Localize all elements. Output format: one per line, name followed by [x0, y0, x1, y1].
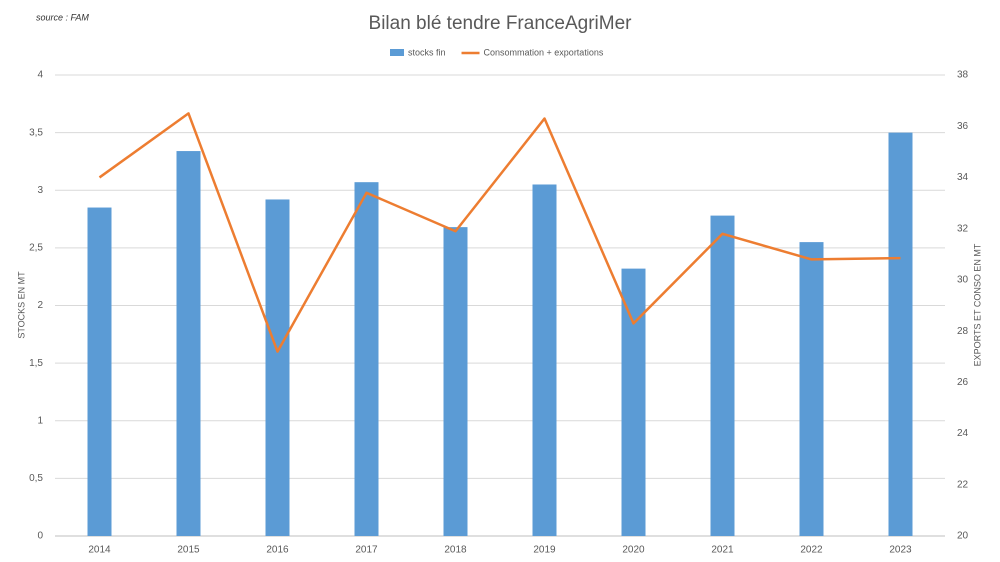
y2-tick-label: 38 [957, 70, 969, 81]
y-axis-label: STOCKS EN MT [16, 271, 26, 339]
y-tick-label: 2,5 [29, 243, 43, 254]
bar [443, 227, 468, 536]
y2-tick-label: 24 [957, 428, 969, 439]
bar [176, 151, 201, 536]
y2-tick-label: 28 [957, 326, 969, 337]
bar [87, 207, 112, 536]
source: source : FAM [36, 12, 89, 22]
y-tick-label: 3,5 [29, 127, 43, 138]
x-tick-label: 2018 [444, 545, 467, 556]
y-tick-label: 0 [37, 531, 43, 542]
legend-label: Consommation + exportations [484, 47, 604, 57]
x-tick-label: 2020 [622, 545, 645, 556]
bar [799, 242, 824, 537]
x-tick-label: 2015 [177, 545, 200, 556]
y2-tick-label: 22 [957, 479, 969, 490]
y2-tick-label: 26 [957, 377, 969, 388]
x-tick-label: 2021 [711, 545, 734, 556]
y2-axis-label: EXPORTS ET CONSO EN MT [972, 243, 982, 366]
bar [888, 132, 913, 536]
bar [354, 182, 379, 536]
y-tick-label: 2 [37, 300, 43, 311]
x-tick-label: 2019 [533, 545, 556, 556]
y2-tick-label: 30 [957, 275, 969, 286]
line [98, 112, 901, 353]
x-tick-label: 2023 [889, 545, 912, 556]
x-tick-label: 2017 [355, 545, 378, 556]
bar [265, 199, 290, 536]
bar [621, 268, 646, 536]
legend-label: stocks fin [408, 47, 446, 57]
x-tick-label: 2022 [800, 545, 823, 556]
y-tick-label: 0,5 [29, 473, 43, 484]
y2-tick-label: 32 [957, 223, 969, 234]
y2-tick-label: 20 [957, 531, 969, 542]
bar [710, 215, 735, 537]
y-tick-label: 4 [37, 70, 43, 81]
bar [532, 184, 557, 537]
x-tick-label: 2016 [266, 545, 289, 556]
y-tick-label: 1,5 [29, 358, 43, 369]
legend-swatch [390, 49, 404, 56]
chart-title: Bilan blé tendre FranceAgriMer [369, 13, 633, 34]
y2-tick-label: 36 [957, 121, 969, 132]
x-tick-label: 2014 [88, 545, 111, 556]
y-tick-label: 3 [37, 185, 43, 196]
y2-tick-label: 34 [957, 172, 969, 183]
y-tick-label: 1 [37, 415, 43, 426]
